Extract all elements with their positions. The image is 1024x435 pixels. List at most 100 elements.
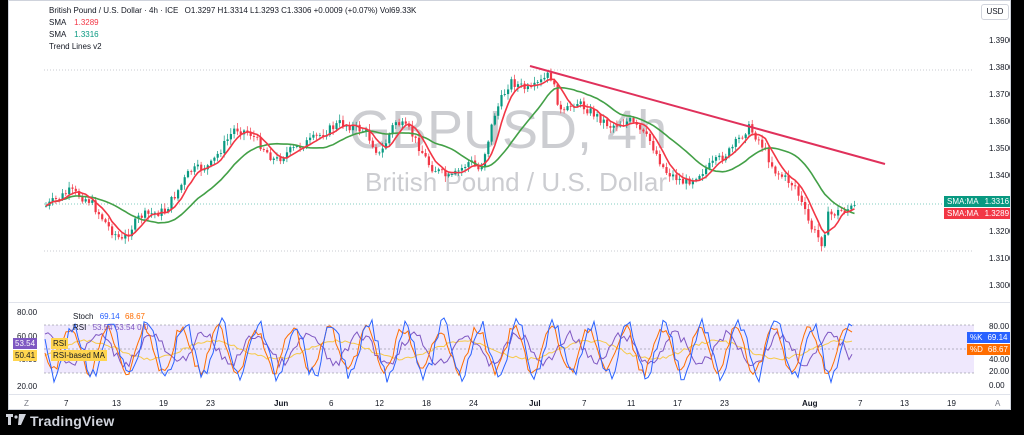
price-tick: 1.3700 (989, 90, 1010, 99)
candle-body (612, 125, 615, 128)
candle-body (124, 234, 127, 239)
time-label: 19 (947, 399, 956, 408)
candle-body (262, 149, 265, 151)
candle-body (414, 136, 417, 138)
rsi-line (44, 329, 853, 369)
price-axis[interactable]: 1.3900 1.3800 1.3700 1.3600 1.3500 1.340… (977, 1, 1010, 301)
candle-body (589, 108, 592, 114)
candle-body (850, 205, 853, 210)
candle-body (421, 151, 424, 153)
candle-body (698, 175, 701, 180)
candle-body (447, 174, 450, 177)
candle-body (101, 214, 104, 220)
candle-body (150, 213, 153, 215)
candle-body (61, 193, 64, 200)
candle-body (193, 166, 196, 172)
candle-body (810, 220, 813, 230)
candle-body (837, 209, 840, 216)
candle-body (685, 178, 688, 184)
time-label: 24 (469, 399, 478, 408)
candle-body (708, 162, 711, 169)
candle-body (460, 168, 463, 171)
candle-body (276, 157, 279, 159)
osc-right-tick: 0.00 (989, 381, 1005, 390)
candle-body (523, 83, 526, 90)
candle-body (450, 174, 454, 175)
candle-body (137, 215, 140, 219)
indicator-sma-slow[interactable]: SMA 1.3316 (49, 30, 99, 39)
candle-body (117, 234, 120, 238)
candle-body (731, 146, 734, 149)
candle-body (780, 174, 784, 177)
time-label: 7 (64, 399, 69, 408)
candle-body (348, 125, 351, 131)
indicator-sma-fast[interactable]: SMA 1.3289 (49, 18, 99, 27)
candle-body (111, 226, 114, 236)
candle-body (285, 152, 289, 159)
candle-body (807, 209, 810, 221)
time-label: 7 (582, 399, 587, 408)
currency-button[interactable]: USD (981, 4, 1009, 20)
timezone-icon[interactable]: Z (24, 399, 29, 408)
candle-body (309, 137, 312, 141)
candle-body (553, 80, 556, 85)
price-tick: 1.3800 (989, 63, 1010, 72)
candle-body (800, 195, 803, 202)
candle-body (599, 114, 602, 123)
candle-body (543, 77, 546, 80)
candle-body (658, 154, 661, 165)
symbol-legend[interactable]: British Pound / U.S. Dollar · 4h · ICE O… (49, 6, 416, 16)
candle-body (144, 210, 147, 218)
indicator-trend-lines[interactable]: Trend Lines v2 (49, 42, 102, 51)
tradingview-logo[interactable]: TradingView (6, 413, 114, 429)
candle-body (196, 164, 199, 167)
pane-separator[interactable] (9, 302, 1010, 303)
candle-body (236, 128, 239, 132)
time-axis[interactable]: Z 7 13 19 23 Jun 6 12 18 24 Jul 7 11 17 … (9, 394, 1010, 409)
trend-line[interactable] (529, 65, 886, 165)
symbol-title[interactable]: British Pound / U.S. Dollar · 4h · ICE (49, 6, 179, 15)
candle-body (104, 219, 107, 223)
candle-body (711, 160, 714, 163)
candle-body (345, 125, 348, 127)
sma-slow-value: 1.3316 (74, 30, 99, 39)
osc-left-tick: 60.00 (17, 332, 38, 341)
candle-body (249, 132, 252, 136)
candle-body (259, 137, 262, 150)
candle-body (688, 178, 691, 185)
candle-body (728, 148, 731, 157)
candle-body (408, 123, 411, 127)
price-chart[interactable] (9, 1, 1011, 301)
candle-body (536, 82, 539, 83)
sma-slow-price-tag: SMA:MA 1.3316 (944, 196, 1010, 207)
rsi-ma-line (44, 338, 853, 361)
ohlc-values: O1.3297 H1.3314 L1.3293 C1.3306 +0.0009 … (184, 6, 417, 15)
sma-slow-line (45, 86, 855, 224)
candle-body (467, 162, 470, 167)
candle-body (556, 84, 559, 105)
candle-body (58, 199, 61, 200)
candle-body (338, 120, 341, 124)
stoch-legend[interactable]: Stoch 69.14 68.67 (73, 312, 145, 321)
oscillator-chart[interactable] (9, 304, 1011, 392)
candle-body (675, 174, 678, 181)
price-tick: 1.3500 (989, 144, 1010, 153)
candle-body (401, 121, 404, 126)
rsi-legend[interactable]: RSI 53.54 53.54 0 0 (73, 323, 149, 332)
candle-body (272, 158, 275, 160)
candle-body (170, 196, 173, 210)
candle-body (200, 164, 203, 171)
osc-right-tick: 80.00 (989, 322, 1010, 331)
rsi-ma-value-tag: 50.41 (13, 350, 38, 361)
time-label: 12 (375, 399, 384, 408)
candle-body (81, 197, 84, 202)
candle-body (365, 129, 368, 132)
time-label: Jul (529, 399, 541, 408)
candle-body (813, 229, 817, 231)
candle-body (173, 196, 176, 199)
auto-scale-icon[interactable]: A (995, 399, 1001, 408)
candle-body (91, 200, 94, 203)
candle-body (774, 166, 777, 174)
candle-body (520, 83, 523, 85)
candle-body (606, 119, 609, 127)
